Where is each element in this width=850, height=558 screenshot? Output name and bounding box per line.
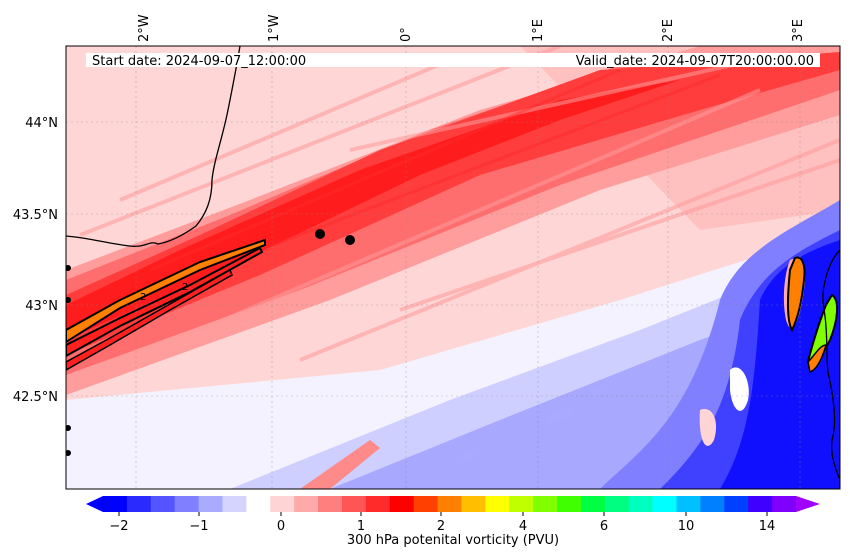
colorbar-cell xyxy=(413,496,439,512)
lon-tick-label: 1°W xyxy=(267,14,282,42)
colorbar-cell xyxy=(389,496,415,512)
colorbar-tick-label: 10 xyxy=(678,519,695,534)
colorbar-tick-label: 1 xyxy=(357,519,365,534)
map-frame xyxy=(65,45,841,490)
colorbar-cell xyxy=(103,496,128,512)
pv-field: 2 2 xyxy=(66,46,840,489)
colorbar-cell xyxy=(748,496,773,512)
colorbar-tick-label: −1 xyxy=(189,519,208,534)
colorbar-cell xyxy=(700,496,725,512)
colorbar-tick-label: 4 xyxy=(519,519,527,534)
colorbar-cell xyxy=(676,496,701,512)
colorbar-cell xyxy=(628,496,654,512)
lon-tick-label: 2°W xyxy=(137,14,152,42)
lon-tick-labels: 2°W 1°W 0° 1°E 2°E 3°E xyxy=(137,14,806,42)
lon-tick-label: 3°E xyxy=(791,19,806,42)
colorbar-label: 300 hPa potenital vorticity (PVU) xyxy=(347,533,559,548)
lat-tick-label: 44°N xyxy=(25,116,58,131)
colorbar-cell xyxy=(294,496,319,512)
colorbar-cell xyxy=(365,496,391,512)
colorbar-cell xyxy=(557,496,582,512)
start-date-label: Start date: 2024-09-07_12:00:00 xyxy=(92,54,306,69)
colorbar-cell xyxy=(580,496,606,512)
colorbar-cell xyxy=(174,496,200,512)
station-point xyxy=(345,235,355,245)
colorbar-cell xyxy=(509,496,534,512)
colorbar-extend-min xyxy=(86,496,103,512)
colorbar-tick-label: −2 xyxy=(109,519,128,534)
colorbar-cell xyxy=(126,496,152,512)
colorbar-cell xyxy=(772,496,797,512)
colorbar-cell xyxy=(485,496,510,512)
colorbar-cell xyxy=(604,496,630,512)
contour-label-b: 2 xyxy=(182,282,188,293)
colorbar-cell xyxy=(246,496,271,512)
pv-streaks xyxy=(79,46,840,362)
colorbar-cell xyxy=(461,496,486,512)
colorbar-tick-label: 0 xyxy=(277,519,285,534)
colorbar-tick-label: 2 xyxy=(437,519,445,534)
station-point xyxy=(315,229,325,239)
lat-tick-label: 43.5°N xyxy=(13,208,58,223)
graticule xyxy=(66,46,840,489)
colorbar-cell xyxy=(341,496,367,512)
coastline-mediterranean xyxy=(822,249,840,481)
colorbar-cell xyxy=(437,496,462,512)
valid-date-label: Valid_date: 2024-09-07T20:00:00.00 xyxy=(576,54,814,69)
colorbar-cell xyxy=(724,496,749,512)
colorbar-tick-label: 14 xyxy=(759,519,776,534)
colorbar-cell xyxy=(270,496,295,512)
colorbar: −2 −1 0 1 2 4 6 10 14 300 hPa potenital vorticit… xyxy=(86,496,820,548)
lat-tick-label: 42.5°N xyxy=(13,390,58,405)
high-pv-filament-left xyxy=(66,238,266,371)
high-pv-filament-right xyxy=(787,256,838,373)
contour-label-a: 2 xyxy=(140,292,146,303)
colorbar-cell xyxy=(318,496,343,512)
lon-tick-label: 0° xyxy=(399,27,414,42)
lat-tick-label: 43°N xyxy=(25,299,58,314)
colorbar-cell xyxy=(222,496,247,512)
lon-tick-label: 2°E xyxy=(661,19,676,42)
colorbar-cell xyxy=(198,496,223,512)
lat-tick-labels: 44°N 43.5°N 43°N 42.5°N xyxy=(13,116,58,405)
colorbar-cell xyxy=(533,496,558,512)
coastline-bay-of-biscay xyxy=(66,46,241,247)
colorbar-cell xyxy=(150,496,176,512)
date-banner xyxy=(86,53,820,67)
colorbar-tick-label: 6 xyxy=(600,519,608,534)
colorbar-cells xyxy=(103,496,797,512)
colorbar-ticks: −2 −1 0 1 2 4 6 10 14 xyxy=(109,512,775,534)
lon-tick-label: 1°E xyxy=(531,19,546,42)
colorbar-cell xyxy=(652,496,678,512)
colorbar-extend-max xyxy=(796,496,820,512)
